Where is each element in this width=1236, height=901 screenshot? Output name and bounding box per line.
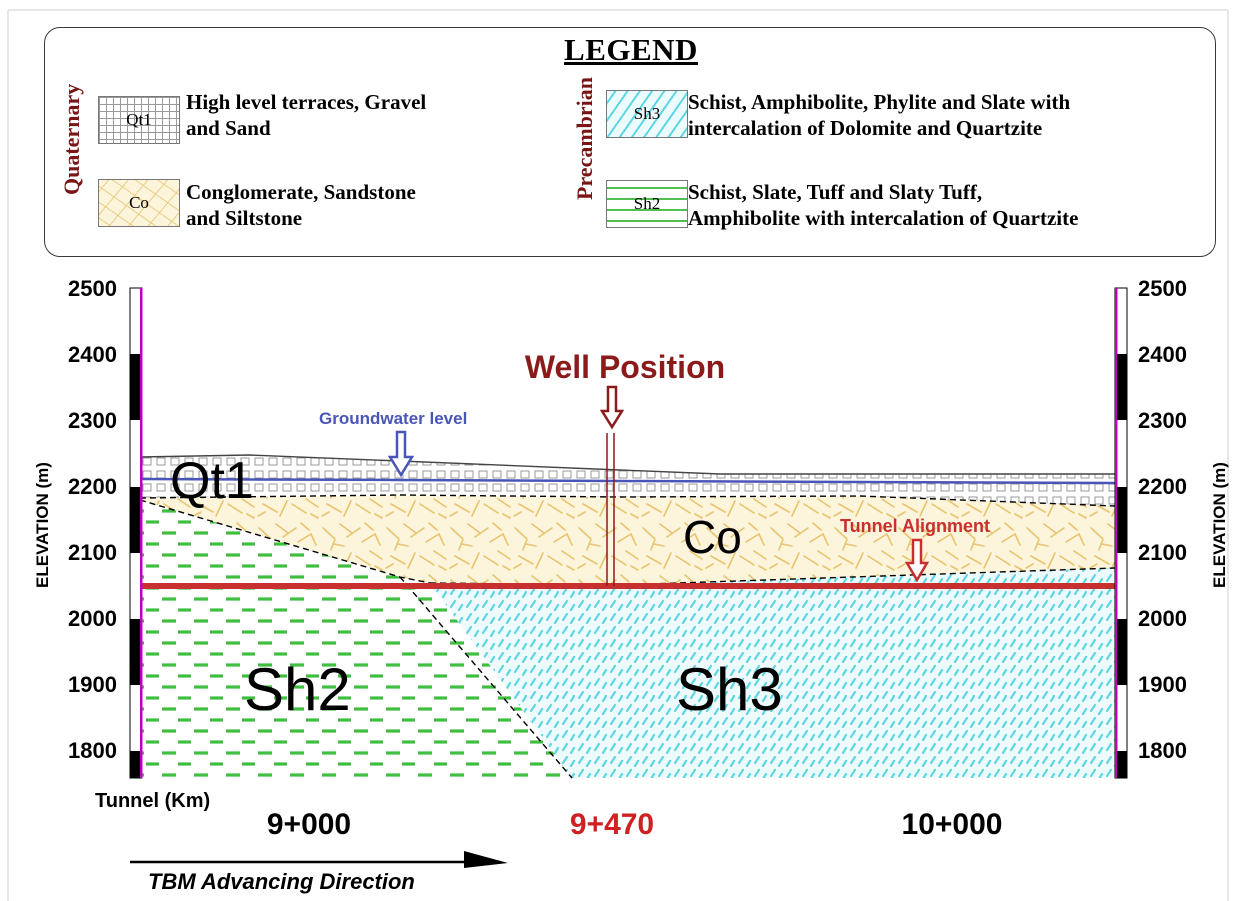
contact-surface	[139, 454, 1115, 475]
y-tick-right-1800: 1800	[1138, 738, 1187, 763]
legend-text-sh3-line1: Schist, Amphibolite, Phylite and Slate w…	[688, 90, 1071, 114]
well-arrow-icon	[599, 385, 625, 430]
y-tick-left-2500: 2500	[68, 276, 117, 301]
well-casing	[606, 433, 615, 586]
legend-text-sh2-line2: Amphibolite with intercalation of Quartz…	[688, 206, 1079, 230]
y-tick-right-2500: 2500	[1138, 276, 1187, 301]
unit-sh3-area	[430, 568, 1115, 778]
legend-swatch-qt1: Qt1	[98, 96, 180, 144]
legend-swatch-co: Co	[98, 179, 180, 227]
x-ticks: 9+000 9+470 10+000	[267, 808, 1003, 841]
unit-label-qt1: Qt1	[170, 452, 254, 510]
unit-co-area	[140, 495, 1115, 585]
unit-label-co: Co	[683, 511, 742, 563]
y-tick-left-2300: 2300	[68, 408, 117, 433]
legend-box: LEGEND Quaternary Precambrian Qt1 High l…	[44, 27, 1216, 257]
y-tick-left-2400: 2400	[68, 342, 117, 367]
legend-swatch-sh2: Sh2	[606, 180, 688, 228]
well-position-label: Well Position	[525, 349, 725, 385]
swatch-code-qt1: Qt1	[126, 110, 152, 129]
y-axis-label-left: ELEVATION (m)	[33, 462, 52, 588]
tbm-direction-arrow-icon	[130, 851, 508, 868]
swatch-code-sh3: Sh3	[633, 104, 661, 123]
unit-label-sh3: Sh3	[676, 656, 783, 723]
x-tick-10000: 10+000	[902, 808, 1003, 841]
legend-text-co-line1: Conglomerate, Sandstone	[186, 180, 416, 204]
x-tick-9470: 9+470	[570, 808, 654, 841]
left-elevation-ruler	[129, 287, 143, 779]
swatch-code-sh2: Sh2	[633, 194, 661, 213]
y-tick-right-2400: 2400	[1138, 342, 1187, 367]
legend-text-co-line2: and Siltstone	[186, 206, 303, 230]
legend-swatch-sh3: Sh3	[606, 90, 688, 138]
y-tick-right-2000: 2000	[1138, 606, 1187, 631]
y-tick-left-2100: 2100	[68, 540, 117, 565]
legend-text-sh3-line2: intercalation of Dolomite and Quartzite	[688, 116, 1043, 140]
left-y-ticks: 2500 2400 2300 2200 2100 2000 1900 1800	[68, 276, 117, 763]
legend-title: LEGEND	[564, 32, 698, 67]
y-tick-right-2200: 2200	[1138, 474, 1187, 499]
legend-text-sh2: Schist, Slate, Tuff and Slaty Tuff, Amph…	[688, 179, 1078, 231]
y-axis-label-right: ELEVATION (m)	[1210, 462, 1229, 588]
tbm-direction-label: TBM Advancing Direction	[148, 869, 415, 894]
x-axis-label: Tunnel (Km)	[95, 790, 210, 812]
contact-sh2-sh3	[399, 576, 573, 779]
y-tick-right-2300: 2300	[1138, 408, 1187, 433]
right-y-ticks: 2500 2400 2300 2200 2100 2000 1900 1800	[1138, 276, 1187, 763]
right-elevation-ruler	[1114, 287, 1128, 779]
legend-text-sh3: Schist, Amphibolite, Phylite and Slate w…	[688, 89, 1070, 141]
y-tick-left-1900: 1900	[68, 672, 117, 697]
x-tick-9000: 9+000	[267, 808, 351, 841]
unit-label-sh2: Sh2	[244, 656, 351, 723]
legend-text-qt1-line2: and Sand	[186, 116, 271, 140]
legend-text-qt1: High level terraces, Gravel and Sand	[186, 89, 426, 141]
unit-sh2-area	[140, 500, 572, 778]
y-tick-right-2100: 2100	[1138, 540, 1187, 565]
y-tick-left-1800: 1800	[68, 738, 117, 763]
unit-labels: Qt1 Co Sh2 Sh3	[170, 452, 783, 723]
groundwater-arrow-icon	[387, 430, 415, 478]
contact-qt1-co	[139, 494, 1116, 507]
swatch-code-co: Co	[129, 193, 149, 212]
groundwater-line	[139, 477, 1116, 485]
y-tick-left-2200: 2200	[68, 474, 117, 499]
groundwater-level-label: Groundwater level	[319, 409, 467, 428]
tunnel-arrow-icon	[904, 538, 930, 583]
y-tick-left-2000: 2000	[68, 606, 117, 631]
tunnel-alignment-label: Tunnel Alignment	[840, 516, 990, 536]
legend-text-sh2-line1: Schist, Slate, Tuff and Slaty Tuff,	[688, 180, 983, 204]
geology-layers	[140, 455, 1115, 778]
legend-text-qt1-line1: High level terraces, Gravel	[186, 90, 427, 114]
y-tick-right-1900: 1900	[1138, 672, 1187, 697]
legend-text-co: Conglomerate, Sandstone and Siltstone	[186, 179, 416, 231]
